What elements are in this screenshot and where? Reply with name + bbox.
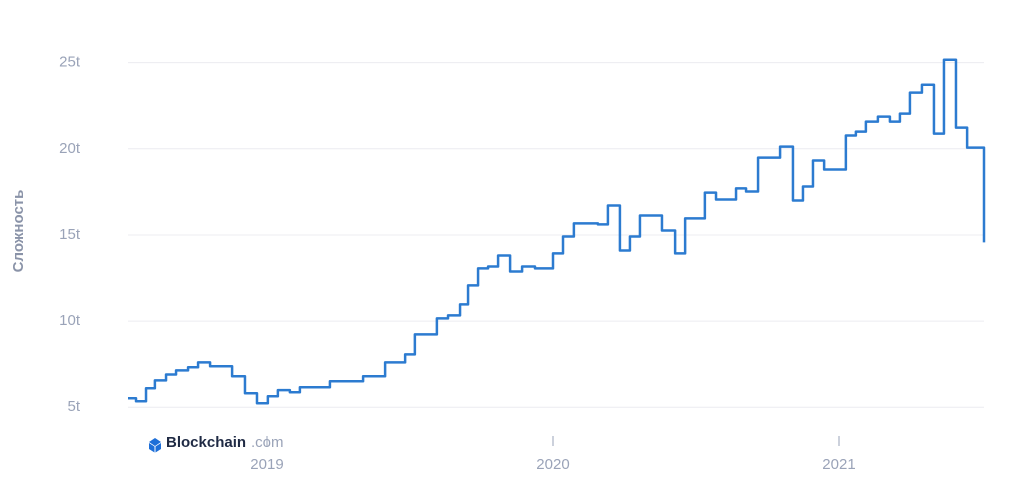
x-tick-label: 2019	[250, 456, 283, 473]
y-tick-label: 25t	[59, 54, 81, 71]
y-tick-label: 15t	[59, 226, 81, 243]
brand-logo: Blockchain .com	[149, 434, 284, 453]
y-tick-label: 5t	[67, 398, 80, 415]
brand-name: Blockchain	[166, 434, 246, 451]
y-axis-title: Сложность	[10, 190, 27, 273]
x-tick-label: 2020	[536, 456, 569, 473]
brand-suffix: .com	[251, 434, 284, 451]
brand-icon	[149, 438, 161, 453]
x-tick-label: 2021	[822, 456, 855, 473]
data-line	[128, 58, 986, 405]
y-tick-label: 20t	[59, 140, 81, 157]
y-tick-label: 10t	[59, 312, 81, 329]
